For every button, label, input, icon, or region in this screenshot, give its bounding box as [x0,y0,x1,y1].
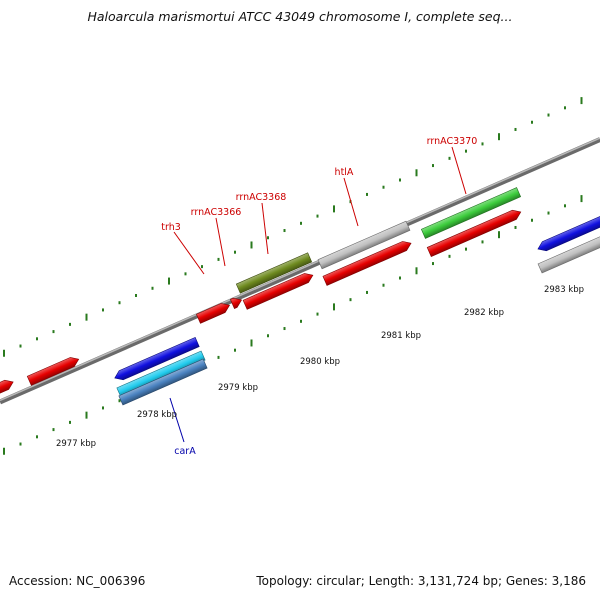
leader-rrnAC3368 [261,202,269,255]
gene-red-2-shape [196,303,231,324]
gene-label-rrnAC3368: rrnAC3368 [236,192,287,203]
summary-label: Topology: circular; Length: 3,131,724 bp… [256,574,586,588]
gene-red-3-shape [230,297,243,309]
leader-rrnAC3370 [451,146,467,195]
kbp-label: 2983 kbp [544,285,584,295]
gene-red-2 [196,303,231,324]
genome-backbone [0,137,600,405]
gene-blue-right [537,215,600,252]
gene-htlA-shape [322,241,412,286]
kbp-label: 2982 kbp [464,308,504,318]
gene-rrnAC3368 [242,273,314,310]
gene-gray-2-shape [537,234,600,274]
gene-label-htlA: htlA [335,167,354,178]
gene-blue-1 [114,336,200,381]
kbp-label: 2977 kbp [56,439,96,449]
gene-features [0,187,600,406]
gene-red-3 [230,297,243,309]
kbp-label: 2979 kbp [218,383,258,393]
gene-rrnAC3368-shape [242,273,314,310]
gene-gray-1 [317,220,411,270]
gene-carA [118,358,208,406]
kbp-label: 2978 kbp [137,410,177,420]
leader-rrnAC3366 [215,217,226,267]
gene-label-trh3: trh3 [161,222,181,233]
leader-htlA [343,177,359,227]
gene-rrnAC3370 [426,209,522,258]
gene-label-rrnAC3366: rrnAC3366 [191,207,242,218]
gene-cyan-shape [116,350,206,398]
gene-gray-1-shape [317,220,411,270]
gene-green [420,187,522,239]
gene-olive [235,252,313,294]
gene-left-edge [0,379,14,395]
backbone-highlight [0,137,600,402]
gene-htlA [322,241,412,286]
gene-blue-right-shape [537,215,600,252]
gene-gray-2 [537,234,600,274]
labels: 2977 kbp 2978 kbp 2979 kbp 2980 kbp 2981 kbp… [56,136,584,457]
accession-label: Accession: NC_006396 [9,574,146,588]
leader-carA [169,397,185,443]
gene-green-shape [420,187,522,239]
gene-cyan [116,350,206,398]
backbone-line [0,137,600,405]
gene-label-carA: carA [174,446,196,457]
gene-olive-shape [235,252,313,294]
gene-carA-shape [118,358,208,406]
map-title: Haloarcula marismortui ATCC 43049 chromo… [87,9,513,24]
gene-rrnAC3370-shape [426,209,522,258]
kbp-label: 2981 kbp [381,331,421,341]
gene-label-rrnAC3370: rrnAC3370 [427,136,478,147]
gene-red-1-shape [26,357,80,386]
gene-blue-1-shape [114,336,200,381]
leader-trh3 [173,231,205,275]
kbp-label: 2980 kbp [300,357,340,367]
gene-left-edge-shape [0,379,14,395]
gene-red-1 [26,357,80,386]
label-leader-lines [169,146,467,443]
